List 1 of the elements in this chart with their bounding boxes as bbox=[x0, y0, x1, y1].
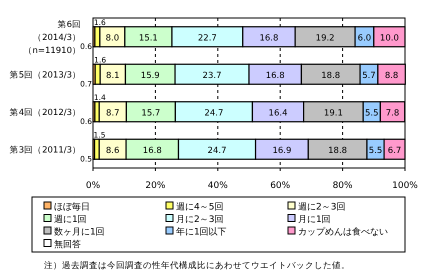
annotation: 注）過去調査は今回調査の性年代構成比にあわせてウエイトバックした値。 bbox=[44, 261, 350, 271]
